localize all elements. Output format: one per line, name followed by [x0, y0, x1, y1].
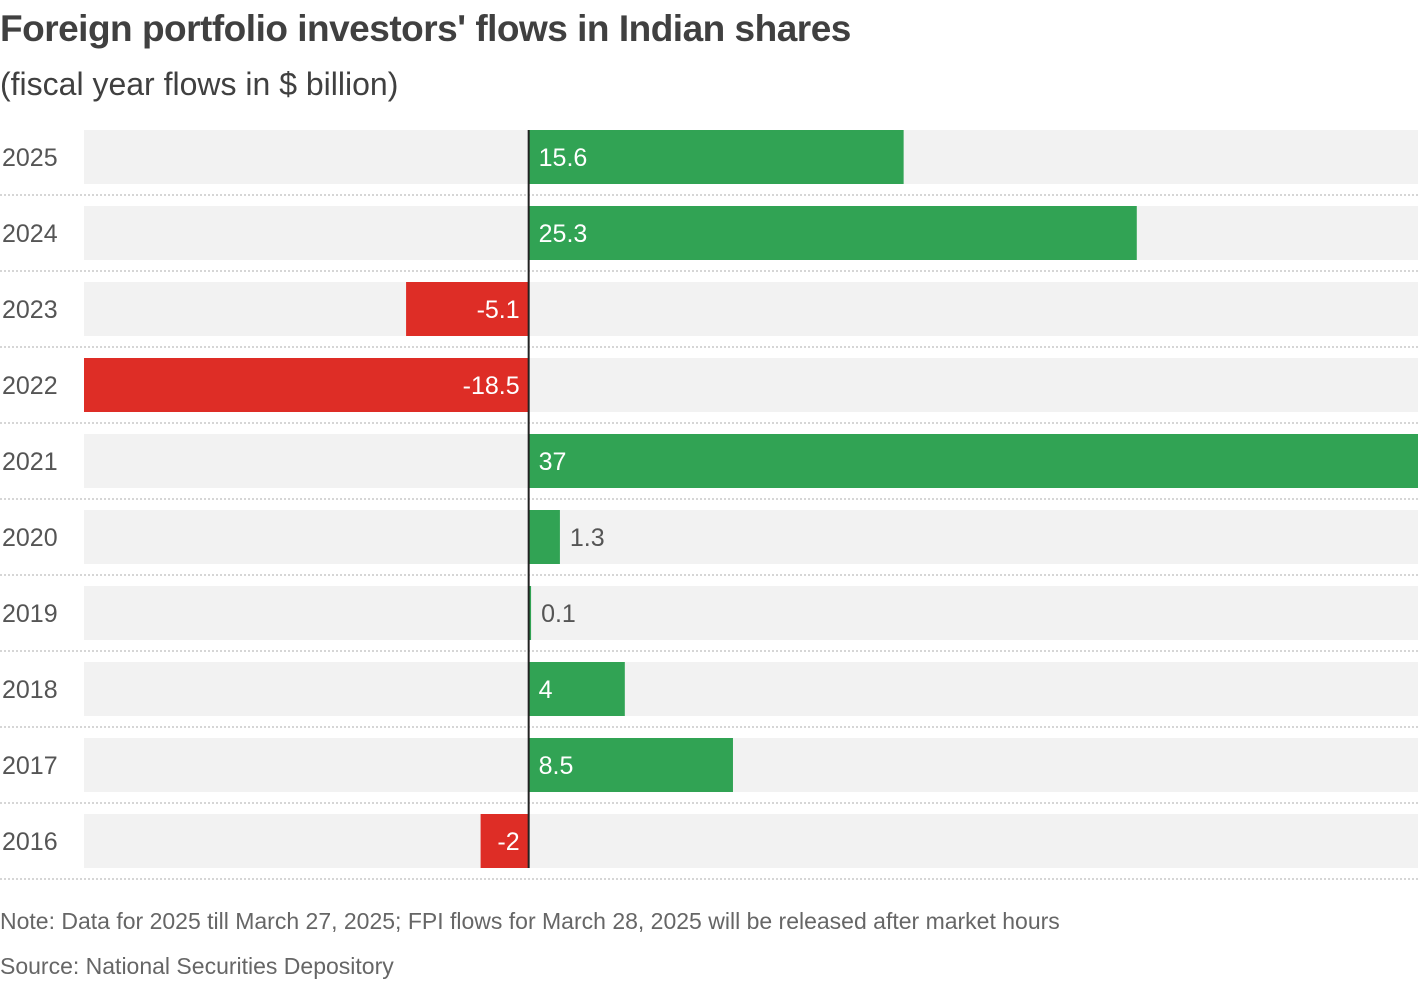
- data-label: -18.5: [463, 372, 520, 400]
- bar-track: [84, 586, 1418, 640]
- data-label: 37: [539, 448, 567, 476]
- data-label: 15.6: [539, 144, 588, 172]
- bar: [528, 662, 625, 716]
- bar: [528, 586, 532, 640]
- bar: [480, 814, 529, 868]
- data-label: 25.3: [539, 220, 588, 248]
- category-label: 2025: [2, 144, 58, 172]
- bar-track: [84, 282, 1418, 336]
- data-label: 1.3: [570, 524, 605, 552]
- data-label: 8.5: [539, 752, 574, 780]
- chart-subtitle: (fiscal year flows in $ billion): [0, 66, 399, 102]
- bar: [528, 510, 560, 564]
- category-label: 2022: [2, 372, 58, 400]
- bar-track: [84, 814, 1418, 868]
- data-label: -5.1: [477, 296, 520, 324]
- chart-source: Source: National Securities Depository: [0, 953, 394, 979]
- bar: [84, 358, 529, 412]
- bar-track: [84, 510, 1418, 564]
- category-label: 2016: [2, 828, 58, 856]
- bar: [528, 130, 904, 184]
- category-label: 2024: [2, 220, 58, 248]
- data-label: -2: [497, 828, 519, 856]
- bar-chart: 2025 15.6 2024 25.3 2023 -5.1 2022 -18.5 2021 37 2…: [0, 130, 1418, 880]
- bar-track: [84, 662, 1418, 716]
- category-label: 2017: [2, 752, 58, 780]
- category-label: 2021: [2, 448, 58, 476]
- data-label: 4: [539, 676, 553, 704]
- bar-track: [84, 738, 1418, 792]
- bar: [528, 434, 1418, 488]
- bar: [406, 282, 529, 336]
- bar: [528, 206, 1137, 260]
- data-label: 0.1: [541, 600, 576, 628]
- bar: [528, 738, 733, 792]
- category-label: 2018: [2, 676, 58, 704]
- chart-title: Foreign portfolio investors' flows in In…: [0, 8, 851, 49]
- category-label: 2019: [2, 600, 58, 628]
- chart-note: Note: Data for 2025 till March 27, 2025;…: [0, 908, 1060, 934]
- category-label: 2020: [2, 524, 58, 552]
- category-label: 2023: [2, 296, 58, 324]
